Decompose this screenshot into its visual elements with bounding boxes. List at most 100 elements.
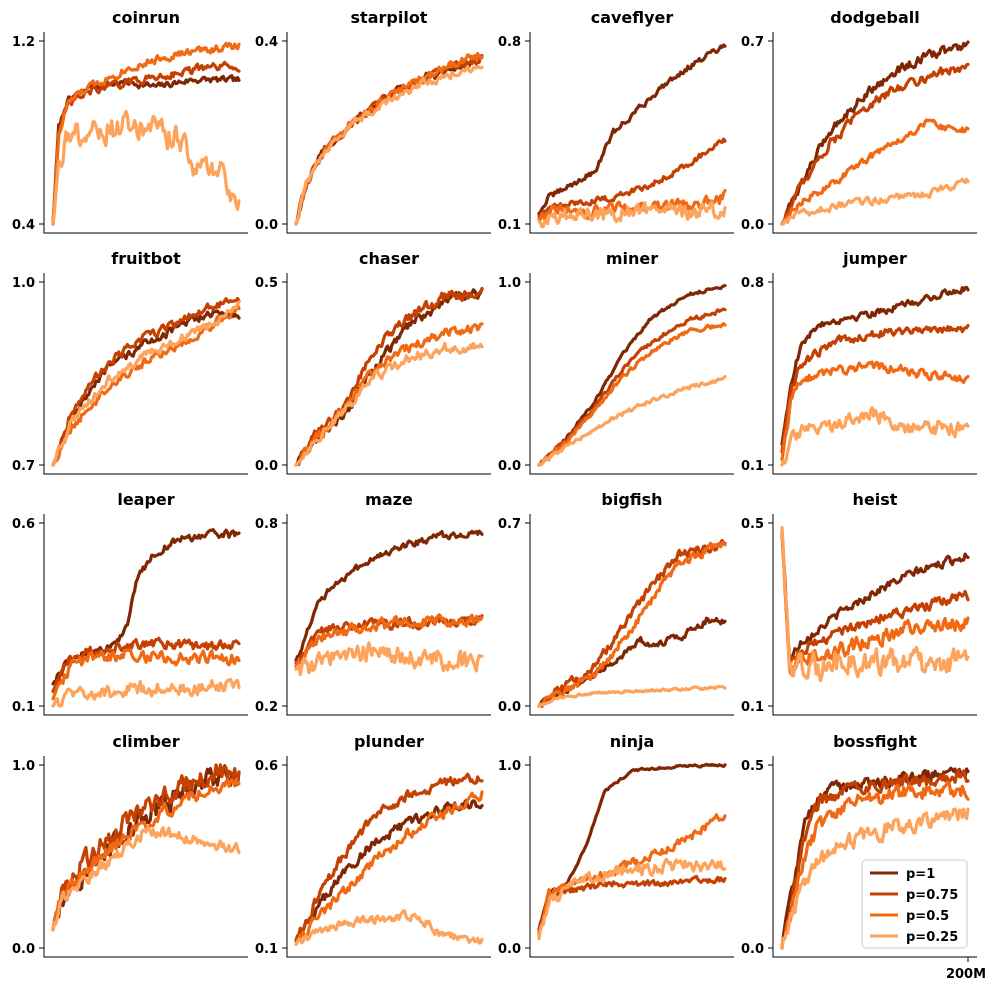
- series-line-p=0.75: [51, 296, 241, 467]
- y-tick-label: 0.1: [255, 942, 278, 957]
- series-line-p=0.75: [537, 538, 727, 709]
- axes: [772, 514, 977, 716]
- series-line-p=0.5: [51, 41, 241, 226]
- panel-maze: 0.8 0.2 maze: [255, 490, 491, 716]
- series-line-p=0.25: [780, 807, 970, 950]
- series-line-p=0.25: [780, 526, 970, 683]
- series-line-p=0.25: [51, 677, 241, 708]
- series-line-p=0.25: [537, 200, 727, 229]
- y-tick-label: 1.0: [498, 759, 521, 774]
- panel-bigfish: 0.7 0.0 bigfish: [498, 490, 734, 716]
- panel-miner: 1.0 0.0 miner: [498, 249, 734, 475]
- series-line-p=0.75: [294, 287, 484, 467]
- y-tick-label: 0.4: [255, 35, 278, 50]
- x-end-tick-label: 200M: [946, 967, 986, 982]
- panel-title: leaper: [117, 490, 174, 509]
- y-tick-label: 0.5: [741, 759, 764, 774]
- y-tick-label: 0.7: [12, 459, 35, 474]
- y-tick-label: 0.2: [255, 700, 278, 715]
- panel-starpilot: 0.4 0.0 starpilot: [255, 8, 491, 234]
- y-tick-label: 0.0: [741, 218, 764, 233]
- series-line-p=0.75: [780, 62, 970, 226]
- axes: [772, 273, 977, 475]
- series-line-p=1: [780, 530, 970, 661]
- y-tick-label: 0.6: [12, 517, 35, 532]
- y-tick-label: 0.4: [12, 218, 35, 233]
- y-tick-label: 0.0: [498, 459, 521, 474]
- panel-coinrun: 1.2 0.4 coinrun: [12, 8, 248, 234]
- panels: 1.2 0.4 coinrun 0.4 0.0 starpilot 0.8 0.1 cavefl…: [12, 8, 977, 962]
- series-line-p=1: [537, 43, 727, 216]
- panel-title: jumper: [842, 249, 907, 268]
- y-tick-label: 1.0: [12, 276, 35, 291]
- y-tick-label: 0.1: [498, 218, 521, 233]
- y-tick-label: 0.0: [12, 942, 35, 957]
- series-line-p=0.75: [537, 874, 727, 935]
- y-tick-label: 0.1: [741, 700, 764, 715]
- series-line-p=0.75: [537, 137, 727, 218]
- series-line-p=0.25: [51, 300, 241, 467]
- axes: [43, 756, 248, 958]
- series-line-p=0.25: [294, 64, 484, 226]
- series-line-p=0.5: [294, 51, 484, 226]
- y-tick-label: 0.1: [12, 700, 35, 715]
- series-line-p=0.5: [51, 303, 241, 467]
- axes: [529, 756, 734, 958]
- series-line-p=0.75: [780, 530, 970, 665]
- series-line-p=0.5: [537, 541, 727, 708]
- y-tick-label: 0.7: [741, 35, 764, 50]
- series-line-p=0.25: [780, 177, 970, 226]
- panel-caveflyer: 0.8 0.1 caveflyer: [498, 8, 734, 234]
- series-line-p=0.25: [294, 341, 484, 467]
- panel-dodgeball: 0.7 0.0 dodgeball: [741, 8, 977, 234]
- legend-label: p=0.75: [906, 888, 958, 903]
- panel-title: fruitbot: [111, 249, 181, 268]
- panel-title: starpilot: [351, 8, 428, 27]
- panel-title: caveflyer: [591, 8, 674, 27]
- panel-bossfight: 0.5 0.0 bossfight: [741, 732, 977, 962]
- y-tick-label: 1.2: [12, 35, 35, 50]
- axes: [529, 273, 734, 475]
- series-line-p=1: [294, 529, 484, 662]
- y-tick-label: 0.8: [498, 35, 521, 50]
- axes: [43, 273, 248, 475]
- legend-frame: [861, 859, 968, 949]
- series-line-p=0.5: [294, 613, 484, 668]
- axes: [286, 32, 491, 234]
- series-line-p=1: [780, 40, 970, 226]
- axes: [772, 32, 977, 234]
- series-line-p=1: [294, 287, 484, 467]
- series-line-p=0.25: [294, 641, 484, 677]
- series-line-p=0.5: [294, 322, 484, 467]
- panel-title: miner: [606, 249, 658, 268]
- y-tick-label: 1.0: [498, 276, 521, 291]
- y-tick-label: 0.0: [498, 700, 521, 715]
- y-tick-label: 0.6: [255, 759, 278, 774]
- axes: [43, 514, 248, 716]
- axes: [286, 273, 491, 475]
- series-line-p=0.75: [51, 763, 241, 932]
- panel-leaper: 0.6 0.1 leaper: [12, 490, 248, 716]
- series-line-p=0.75: [780, 323, 970, 454]
- panel-title: bigfish: [601, 490, 662, 509]
- series-line-p=0.75: [294, 55, 484, 226]
- y-tick-label: 0.5: [255, 276, 278, 291]
- series-line-p=0.25: [51, 826, 241, 932]
- panel-title: dodgeball: [830, 8, 919, 27]
- y-tick-label: 0.0: [255, 459, 278, 474]
- series-line-p=0.25: [780, 406, 970, 467]
- series-line-p=0.5: [294, 790, 484, 946]
- y-tick-label: 0.8: [741, 276, 764, 291]
- axes: [529, 32, 734, 234]
- panel-jumper: 0.8 0.1 jumper: [741, 249, 977, 475]
- y-tick-label: 0.5: [741, 517, 764, 532]
- series-line-p=0.5: [780, 118, 970, 226]
- panel-title: chaser: [359, 249, 419, 268]
- series-line-p=0.25: [537, 857, 727, 941]
- y-tick-label: 0.7: [498, 517, 521, 532]
- legend-label: p=1: [906, 867, 935, 882]
- series-line-p=1: [294, 798, 484, 943]
- panel-ninja: 1.0 0.0 ninja: [498, 732, 734, 958]
- panel-plunder: 0.6 0.1 plunder: [255, 732, 491, 958]
